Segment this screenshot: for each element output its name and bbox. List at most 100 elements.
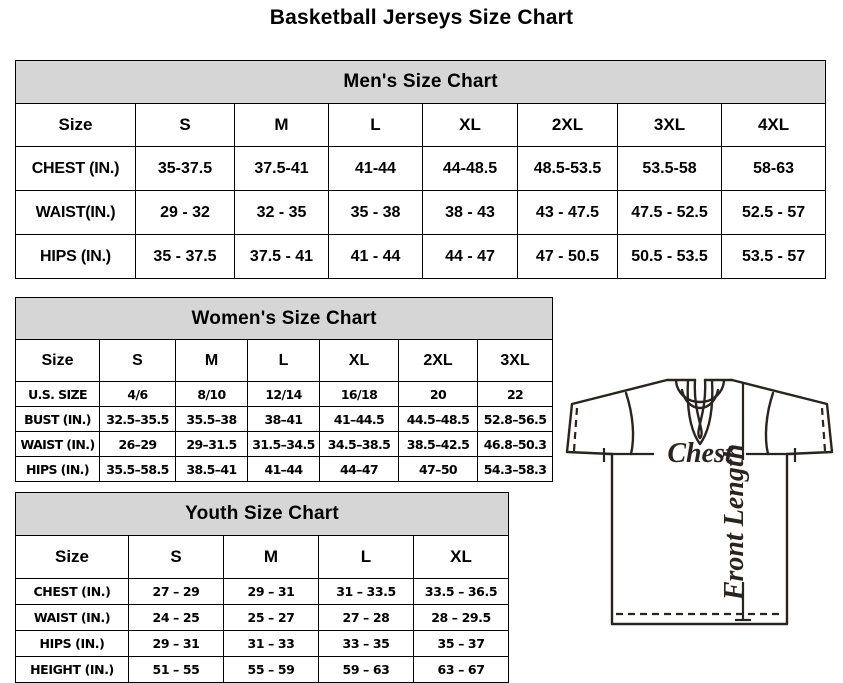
table-row: WAIST (IN.) 24 – 25 25 – 27 27 – 28 28 –… [15,604,510,631]
table-row: BUST (IN.) 32.5–35.5 35.5–38 38–41 41–44… [15,406,554,432]
table-row: HIPS (IN.) 35.5–58.5 38.5–41 41–44 44–47… [15,456,554,482]
youth-size-chart-table: Youth Size Chart Size S M L XL CHEST (IN… [14,492,510,683]
mens-row-label-chest: CHEST (IN.) [15,146,136,191]
front-length-dimension-label: Front Length [719,444,750,601]
youth-table-caption: Youth Size Chart [14,492,510,536]
page-title: Basketball Jerseys Size Chart [269,6,574,29]
womens-col-header-m: M [175,339,248,382]
chest-dimension-label: Chest [667,438,734,469]
youth-row-label-hips: HIPS (IN.) [15,630,129,657]
mens-cell-waist-m: 32 - 35 [234,190,329,235]
womens-cell-waist-2xl: 38.5–42.5 [398,431,478,457]
table-row: CHEST (IN.) 27 – 29 29 – 31 31 – 33.5 33… [15,578,510,605]
mens-cell-hips-4xl: 53.5 - 57 [720,234,827,279]
right-armhole-seam [764,391,775,456]
mens-cell-chest-3xl: 53.5-58 [617,146,722,191]
womens-cell-waist-xl: 34.5–38.5 [319,431,399,457]
womens-cell-hips-3xl: 54.3–58.3 [476,456,554,482]
mens-cell-hips-s: 35 - 37.5 [135,234,235,279]
table-row: WAIST(IN.) 29 - 32 32 - 35 35 - 38 38 - … [15,190,827,235]
youth-cell-hips-l: 33 – 35 [318,630,414,657]
womens-cell-us-size-m: 8/10 [175,381,248,407]
womens-cell-us-size-l: 12/14 [247,381,320,407]
womens-row-label-waist: WAIST (IN.) [15,431,100,457]
mens-header-row: Size S M L XL 2XL 3XL 4XL [15,103,827,147]
womens-cell-us-size-s: 4/6 [99,381,176,407]
mens-cell-waist-l: 35 - 38 [328,190,423,235]
mens-table-caption: Men's Size Chart [14,60,827,104]
mens-cell-hips-xl: 44 - 47 [422,234,518,279]
mens-cell-chest-m: 37.5-41 [234,146,329,191]
womens-cell-hips-xl: 44–47 [319,456,399,482]
mens-cell-chest-l: 41-44 [328,146,423,191]
womens-header-row: Size S M L XL 2XL 3XL [15,339,554,382]
womens-cell-hips-s: 35.5–58.5 [99,456,176,482]
womens-col-header-s: S [99,339,176,382]
womens-row-label-hips: HIPS (IN.) [15,456,100,482]
mens-col-header-xl: XL [422,103,518,147]
mens-cell-hips-l: 41 - 44 [328,234,423,279]
mens-col-header-size: Size [15,103,136,147]
youth-col-header-l: L [318,535,414,579]
youth-caption-row: Youth Size Chart [14,492,510,536]
mens-cell-waist-2xl: 43 - 47.5 [517,190,618,235]
youth-cell-hips-xl: 35 – 37 [412,630,510,657]
womens-col-header-size: Size [15,339,100,382]
collar-rib-arc-2 [680,388,720,410]
mens-col-header-m: M [234,103,329,147]
womens-cell-bust-2xl: 44.5–48.5 [398,406,478,432]
table-row: HIPS (IN.) 29 – 31 31 – 33 33 – 35 35 – … [15,630,510,657]
mens-col-header-4xl: 4XL [720,103,827,147]
mens-cell-waist-s: 29 - 32 [135,190,235,235]
left-armhole-seam [624,391,635,456]
womens-col-header-xl: XL [319,339,399,382]
mens-col-header-s: S [135,103,235,147]
collar-rib-arc-1 [674,379,726,404]
womens-cell-bust-s: 32.5–35.5 [99,406,176,432]
mens-row-label-waist: WAIST(IN.) [15,190,136,235]
womens-cell-bust-l: 38–41 [247,406,320,432]
womens-cell-bust-m: 35.5–38 [175,406,248,432]
womens-size-chart-table: Women's Size Chart Size S M L XL 2XL 3XL… [14,297,554,482]
youth-col-header-xl: XL [412,535,510,579]
mens-row-label-hips: HIPS (IN.) [15,234,136,279]
womens-row-label-bust: BUST (IN.) [15,406,100,432]
mens-size-chart-table: Men's Size Chart Size S M L XL 2XL 3XL 4… [14,60,827,279]
mens-cell-waist-3xl: 47.5 - 52.5 [617,190,722,235]
v-neck-outer-v [686,379,714,446]
youth-cell-waist-m: 25 – 27 [223,604,319,631]
womens-cell-waist-3xl: 46.8–50.3 [476,431,554,457]
left-cuff-dashed-line [572,407,579,452]
mens-cell-hips-m: 37.5 - 41 [234,234,329,279]
mens-cell-chest-2xl: 48.5-53.5 [517,146,618,191]
mens-cell-chest-xl: 44-48.5 [422,146,518,191]
mens-cell-hips-3xl: 50.5 - 53.5 [617,234,722,279]
table-row: WAIST (IN.) 26–29 29–31.5 31.5–34.5 34.5… [15,431,554,457]
youth-col-header-s: S [128,535,224,579]
womens-col-header-l: L [247,339,320,382]
womens-cell-us-size-2xl: 20 [398,381,478,407]
table-row: U.S. SIZE 4/6 8/10 12/14 16/18 20 22 [15,381,554,407]
mens-cell-waist-xl: 38 - 43 [422,190,518,235]
youth-col-header-size: Size [15,535,129,579]
right-cuff-dashed-line [820,407,827,452]
left-sleeve-outline [565,378,669,456]
youth-cell-chest-xl: 33.5 – 36.5 [412,578,510,605]
youth-col-header-m: M [223,535,319,579]
right-sleeve-outline [730,378,834,456]
youth-cell-waist-s: 24 – 25 [128,604,224,631]
womens-col-header-2xl: 2XL [398,339,478,382]
mens-cell-hips-2xl: 47 - 50.5 [517,234,618,279]
mens-col-header-l: L [328,103,423,147]
mens-cell-chest-s: 35-37.5 [135,146,235,191]
youth-cell-waist-xl: 28 – 29.5 [412,604,510,631]
womens-col-header-3xl: 3XL [476,339,554,382]
womens-row-label-us-size: U.S. SIZE [15,381,100,407]
mens-caption-row: Men's Size Chart [14,60,827,104]
youth-cell-chest-l: 31 – 33.5 [318,578,414,605]
youth-cell-hips-s: 29 – 31 [128,630,224,657]
youth-row-label-chest: CHEST (IN.) [15,578,129,605]
womens-cell-hips-l: 41–44 [247,456,320,482]
youth-row-label-waist: WAIST (IN.) [15,604,129,631]
table-row: CHEST (IN.) 35-37.5 37.5-41 41-44 44-48.… [15,146,827,191]
